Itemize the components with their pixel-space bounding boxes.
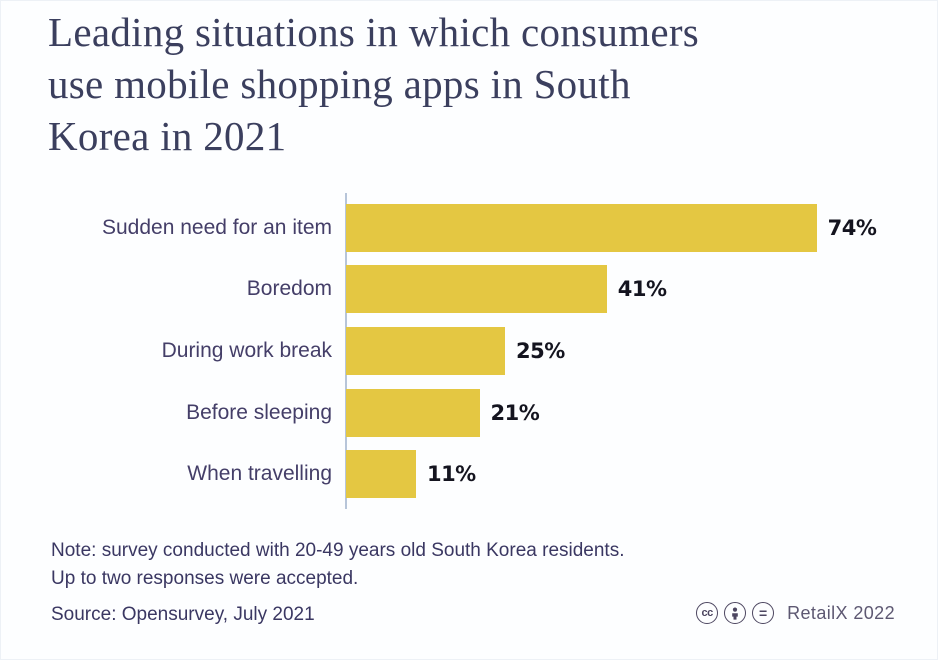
chart-row: When travelling 11% [49,443,911,505]
bar-track: 41% [346,265,911,314]
chart-row: During work break 25% [49,320,911,382]
category-label: Before sleeping [186,400,332,424]
category-label: Sudden need for an item [102,215,332,239]
equal-sign-icon: = [752,602,775,624]
bar [346,203,817,252]
bar-track: 25% [346,326,911,375]
chart-title-line-3: Korea in 2021 [48,113,287,159]
cc-icon: cc [696,602,719,624]
bar-track: 21% [346,388,911,437]
chart-row: Sudden need for an item 74% [49,197,911,259]
value-label: 74% [827,215,877,240]
chart-title-line-1: Leading situations in which consumers [48,9,700,55]
equal-sign-glyph: = [759,604,768,621]
value-label: 25% [516,338,565,363]
bar [346,388,480,437]
category-label: When travelling [187,462,332,486]
bar-track: 74% [346,203,911,252]
category-label: During work break [161,338,332,362]
value-label: 11% [426,462,476,487]
attribution-person-icon [724,602,747,624]
cc-icon-letters: cc [701,606,714,619]
chart-row: Before sleeping 21% [49,382,911,444]
category-label: Boredom [246,277,332,301]
bar [346,326,505,375]
bar [346,265,607,314]
source-text: Source: Opensurvey, July 2021 [51,604,315,625]
footer-notes: Note: survey conducted with 20-49 years … [51,537,625,629]
note-line-2: Up to two responses were accepted. [51,567,359,589]
value-label: 21% [490,400,540,425]
chart-title-line-2: use mobile shopping apps in South [48,61,631,107]
bar [346,450,416,499]
chart-row: Boredom 41% [49,259,911,321]
bar-track: 11% [346,450,911,499]
license-block: cc = RetailX 2022 [696,602,895,624]
brand-text: RetailX 2022 [787,602,895,623]
note-line-1: Note: survey conducted with 20-49 years … [51,540,625,561]
chart-title: Leading situations in which consumers us… [48,6,699,162]
value-label: 41% [617,277,667,302]
bar-chart: Sudden need for an item 74% Boredom 41% Duri… [49,193,911,509]
